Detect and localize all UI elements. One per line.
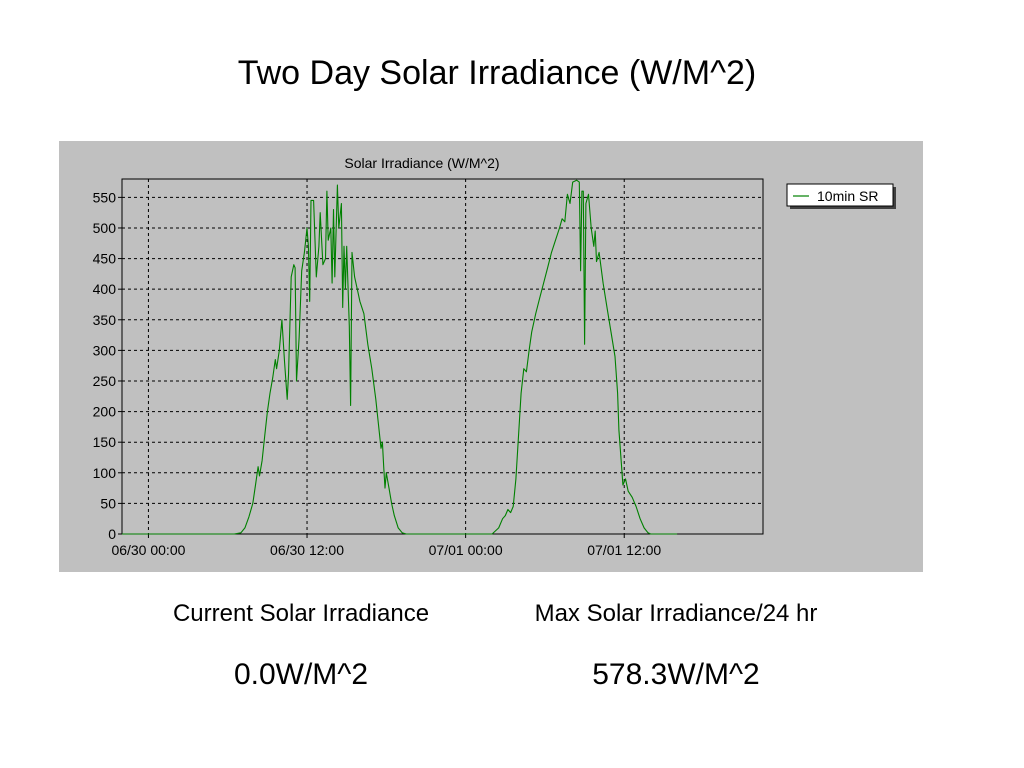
x-tick-label: 07/01 12:00: [587, 542, 661, 558]
plot-area: [121, 178, 764, 535]
y-tick-label: 50: [100, 495, 116, 511]
y-tick-label: 350: [93, 312, 117, 328]
chart-title: Solar Irradiance (W/M^2): [344, 155, 499, 171]
grid-lines: [122, 179, 763, 534]
x-axis-ticks: 06/30 00:00 06/30 12:00 07/01 00:00 07/01 1…: [111, 534, 661, 558]
y-tick-label: 550: [93, 189, 117, 205]
page-title: Two Day Solar Irradiance (W/M^2): [237, 54, 757, 92]
x-tick-label: 06/30 00:00: [111, 542, 185, 558]
y-tick-label: 0: [108, 526, 116, 542]
y-axis-ticks: 0 50 100 150 200 250 300 350 400 450 500 550: [93, 189, 122, 542]
legend-label: 10min SR: [817, 188, 878, 204]
y-tick-label: 400: [93, 281, 117, 297]
x-tick-label: 07/01 00:00: [429, 542, 503, 558]
chart-panel: Solar Irradiance (W/M^2) 0 50 100 150 200 250…: [59, 141, 923, 572]
legend-box: [786, 183, 894, 207]
series-lines: [122, 179, 678, 535]
y-tick-label: 500: [93, 220, 117, 236]
max-irradiance-label: Max Solar Irradiance/24 hr: [534, 600, 818, 627]
x-tick-label: 06/30 12:00: [270, 542, 344, 558]
y-tick-label: 250: [93, 373, 117, 389]
y-tick-label: 150: [93, 434, 117, 450]
y-tick-label: 100: [93, 465, 117, 481]
current-irradiance-label: Current Solar Irradiance: [172, 600, 430, 627]
max-irradiance-value: 578.3W/M^2: [592, 658, 760, 691]
legend: 10min SR: [786, 183, 896, 209]
y-tick-label: 450: [93, 251, 117, 267]
current-irradiance-value: 0.0W/M^2: [233, 658, 369, 691]
y-tick-label: 200: [93, 404, 117, 420]
series-line-10min-sr: [122, 179, 678, 535]
y-tick-label: 300: [93, 342, 117, 358]
solar-irradiance-chart: Solar Irradiance (W/M^2) 0 50 100 150 200 250…: [93, 155, 896, 558]
